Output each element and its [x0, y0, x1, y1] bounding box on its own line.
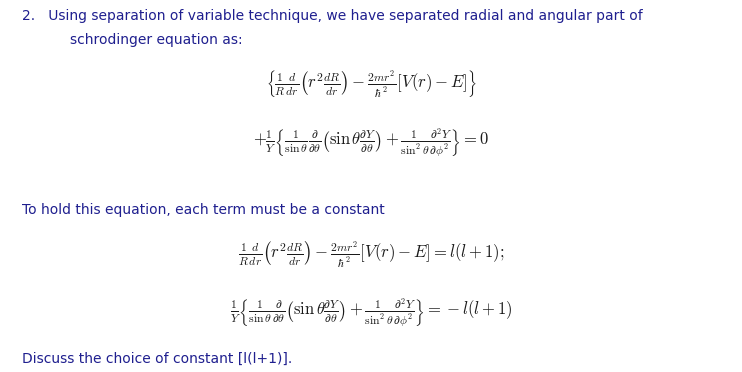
Text: schrodinger equation as:: schrodinger equation as: [70, 33, 243, 48]
Text: $\frac{1}{Y}\left\{\frac{1}{\sin\theta}\frac{\partial}{\partial\theta}\left(\sin: $\frac{1}{Y}\left\{\frac{1}{\sin\theta}\… [230, 296, 512, 328]
Text: To hold this equation, each term must be a constant: To hold this equation, each term must be… [22, 203, 385, 217]
Text: $\frac{1}{R}\frac{d}{dr}\left(r^{2}\frac{dR}{dr}\right)-\frac{2mr^{2}}{\hbar^{2}: $\frac{1}{R}\frac{d}{dr}\left(r^{2}\frac… [237, 240, 505, 270]
Text: 2.   Using separation of variable technique, we have separated radial and angula: 2. Using separation of variable techniqu… [22, 9, 643, 23]
Text: $+\frac{1}{Y}\left\{\frac{1}{\sin\theta}\frac{\partial}{\partial\theta}\left(\si: $+\frac{1}{Y}\left\{\frac{1}{\sin\theta}… [253, 127, 489, 159]
Text: Discuss the choice of constant [l(l+1)].: Discuss the choice of constant [l(l+1)]. [22, 352, 292, 366]
Text: $\left\{\frac{1}{R}\frac{d}{dr}\left(r^{2}\frac{dR}{dr}\right)-\frac{2mr^{2}}{\h: $\left\{\frac{1}{R}\frac{d}{dr}\left(r^{… [266, 68, 476, 99]
